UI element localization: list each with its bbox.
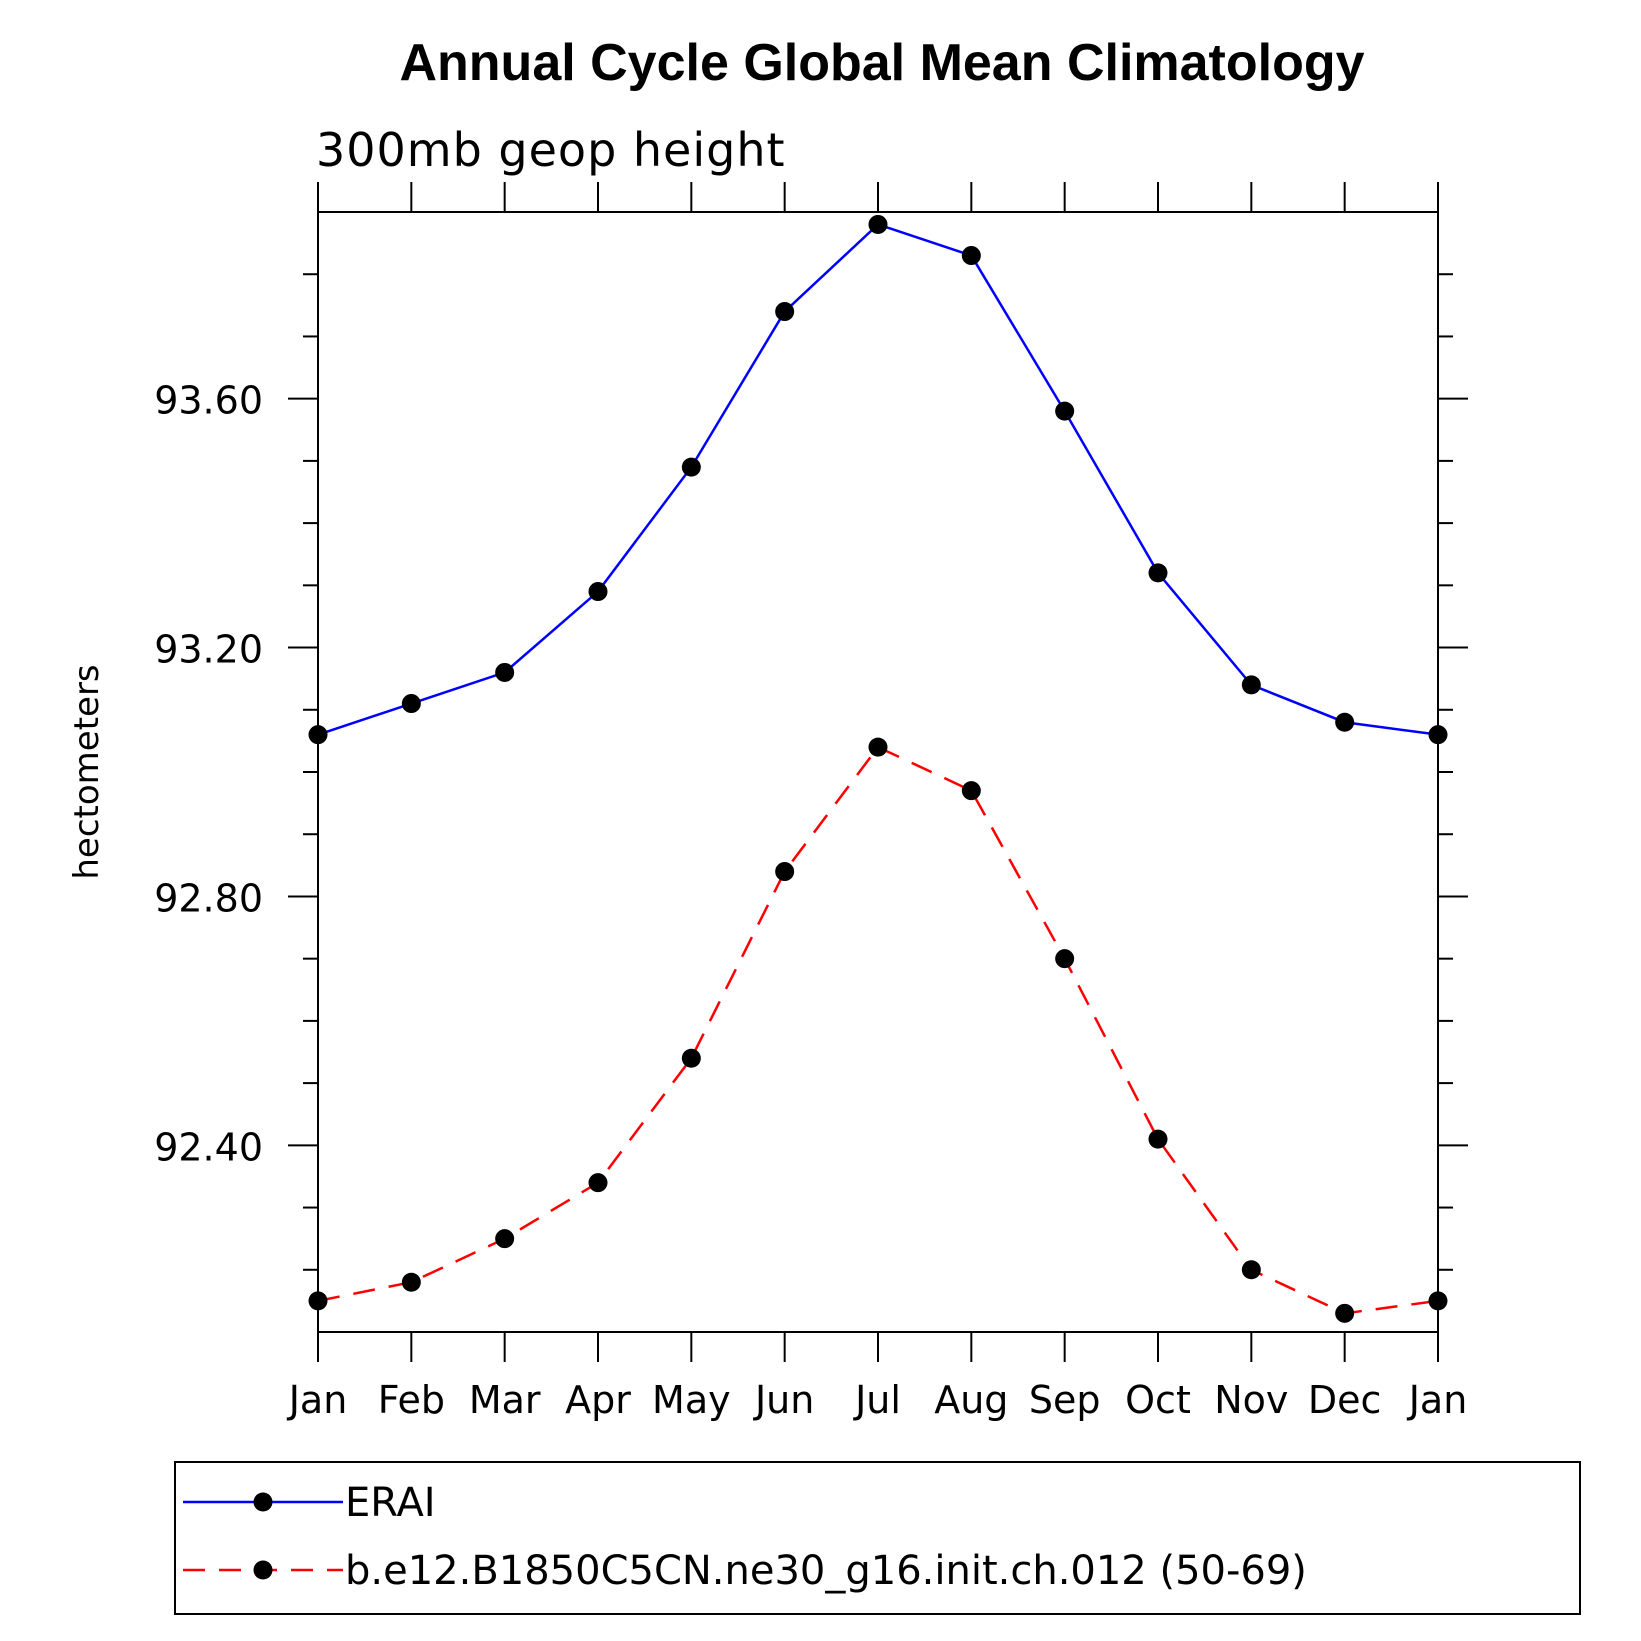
legend: ERAI b.e12.B1850C5CN.ne30_g16.init.ch.012…	[183, 1480, 1307, 1594]
x-tick-label: Dec	[1308, 1378, 1382, 1422]
series-layer	[308, 214, 1448, 1323]
x-tick-label: Jan	[1407, 1378, 1468, 1422]
x-tick-label: Jun	[753, 1378, 814, 1422]
legend-marker-2	[253, 1560, 273, 1580]
chart-title: Annual Cycle Global Mean Climatology	[399, 34, 1364, 92]
y-axis-label: hectometers	[67, 664, 107, 879]
x-tick-label: Feb	[378, 1378, 445, 1422]
y-tick-label: 92.40	[154, 1125, 263, 1169]
x-tick-label: Sep	[1029, 1378, 1101, 1422]
data-point	[495, 1229, 515, 1249]
data-point	[681, 457, 701, 477]
series-line-1	[317, 223, 1439, 736]
data-point	[588, 582, 608, 602]
x-tick-label: Nov	[1214, 1378, 1288, 1422]
data-point	[588, 1173, 608, 1193]
x-tick-label: Mar	[469, 1378, 541, 1422]
data-point	[961, 246, 981, 266]
data-point	[1241, 675, 1261, 695]
data-point	[961, 781, 981, 801]
data-point	[401, 694, 421, 714]
data-point	[1335, 1303, 1355, 1323]
data-point	[681, 1048, 701, 1068]
series-line-2	[317, 745, 1439, 1315]
data-point	[1055, 949, 1075, 969]
legend-box	[174, 1461, 1581, 1615]
data-point	[775, 862, 795, 882]
y-tick-label: 92.80	[154, 876, 263, 920]
y-tick-label: 93.60	[154, 379, 263, 423]
x-tick-label: May	[652, 1378, 731, 1422]
legend-marker-1	[253, 1492, 273, 1512]
x-tick-label: Apr	[565, 1378, 631, 1422]
data-point	[495, 662, 515, 682]
data-point	[1335, 712, 1355, 732]
x-tick-label: Aug	[934, 1378, 1008, 1422]
chart-subtitle: 300mb geop height	[316, 123, 786, 177]
x-tick-label: Jan	[287, 1378, 348, 1422]
data-point	[775, 302, 795, 322]
data-point	[401, 1272, 421, 1292]
x-tick-label: Jul	[853, 1378, 901, 1422]
data-point	[1148, 1129, 1168, 1149]
legend-label-2: b.e12.B1850C5CN.ne30_g16.init.ch.012 (50…	[345, 1548, 1307, 1594]
data-point	[1241, 1260, 1261, 1280]
plot-frame	[317, 211, 1439, 1333]
data-point	[1055, 401, 1075, 421]
y-tick-label: 93.20	[154, 628, 263, 672]
legend-label-1: ERAI	[345, 1480, 436, 1526]
axis-layer: Jan Feb Mar Apr May Jun Jul Aug Sep Oct Nov Dec Jan 9…	[154, 182, 1468, 1422]
data-point	[868, 737, 888, 757]
data-point	[1148, 563, 1168, 583]
data-point	[868, 214, 888, 234]
x-tick-label: Oct	[1125, 1378, 1191, 1422]
